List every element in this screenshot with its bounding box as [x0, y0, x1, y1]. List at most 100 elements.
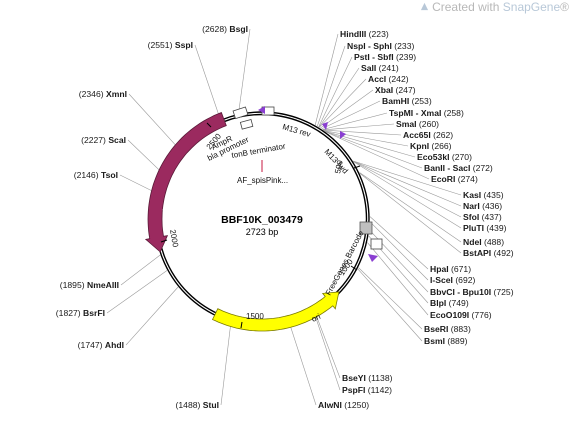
tick-label-1500: 1500 — [246, 312, 264, 321]
restriction-site-label[interactable]: BsmI (889) — [424, 336, 468, 346]
restriction-site-label[interactable]: AccI (242) — [368, 74, 409, 84]
restriction-site-label[interactable]: (2628) BsgI — [202, 24, 248, 34]
snapgene-logo-icon — [420, 2, 429, 11]
site-leader-line — [289, 323, 317, 406]
site-name: BstAPI — [463, 248, 491, 258]
site-position: (262) — [431, 130, 454, 140]
site-leader-line — [318, 78, 367, 128]
site-position: (776) — [469, 310, 492, 320]
site-leader-line — [320, 89, 374, 129]
ori-feature-arrow[interactable] — [211, 291, 340, 332]
site-name: I-SceI — [430, 275, 453, 285]
site-name: PluTI — [463, 223, 484, 233]
restriction-site-label[interactable]: BanII - SacI (272) — [424, 163, 493, 173]
site-leader-line — [353, 161, 462, 229]
restriction-site-label[interactable]: I-SceI (692) — [430, 275, 476, 285]
restriction-site-label[interactable]: BseRI (883) — [424, 324, 471, 334]
ori-label: ori — [310, 312, 322, 324]
site-leader-line — [314, 313, 341, 391]
restriction-site-label[interactable]: PstI - SbfI (239) — [354, 52, 416, 62]
plasmid-length: 2723 bp — [246, 227, 279, 237]
restriction-site-label[interactable]: (1895) NmeAIII — [60, 280, 119, 290]
site-name: BlpI — [430, 298, 446, 308]
site-position: (1138) — [366, 373, 393, 383]
site-name: BseRI — [424, 324, 448, 334]
site-name: SspI — [175, 40, 193, 50]
restriction-site-label[interactable]: HpaI (671) — [430, 264, 471, 274]
site-position: (274) — [455, 174, 478, 184]
site-name: HpaI — [430, 264, 449, 274]
site-leader-line — [106, 270, 168, 314]
site-position: (270) — [450, 152, 473, 162]
site-position: (725) — [491, 287, 514, 297]
restriction-site-label[interactable]: (2346) XmnI — [79, 89, 127, 99]
site-position: (1747) — [78, 340, 105, 350]
site-leader-line — [369, 221, 429, 281]
site-position: (749) — [446, 298, 469, 308]
restriction-site-label[interactable]: KpnI (266) — [410, 141, 452, 151]
restriction-site-label[interactable]: HindIII (223) — [340, 29, 389, 39]
site-position: (233) — [392, 41, 415, 51]
restriction-site-label[interactable]: (2227) ScaI — [81, 135, 126, 145]
site-position: (889) — [445, 336, 468, 346]
restriction-site-label[interactable]: NdeI (488) — [463, 237, 504, 247]
restriction-site-label[interactable]: PspFI (1142) — [342, 385, 392, 395]
restriction-site-label[interactable]: XbaI (247) — [375, 85, 416, 95]
site-position: (223) — [366, 29, 389, 39]
restriction-site-label[interactable]: (2146) TsoI — [74, 170, 118, 180]
bla-promoter-box[interactable] — [232, 106, 249, 120]
restriction-site-label[interactable]: SalI (241) — [361, 63, 399, 73]
site-leader-line — [353, 160, 462, 196]
site-leader-line — [324, 130, 409, 147]
site-position: (266) — [429, 141, 452, 151]
site-leader-line — [125, 286, 179, 346]
restriction-site-label[interactable]: Acc65I (262) — [403, 130, 453, 140]
primer-marker-top[interactable] — [258, 106, 265, 114]
site-leader-line — [359, 173, 462, 254]
site-position: (258) — [441, 108, 464, 118]
restriction-site-label[interactable]: EcoRI (274) — [431, 174, 478, 184]
barcode-adjacent-box[interactable] — [370, 238, 383, 250]
restriction-site-label[interactable]: BseYI (1138) — [342, 373, 393, 383]
site-leader-line — [220, 322, 232, 406]
primer-marker-right[interactable] — [368, 254, 378, 262]
restriction-site-label[interactable]: BlpI (749) — [430, 298, 469, 308]
freegenes-barcode-box[interactable] — [359, 221, 373, 235]
restriction-site-label[interactable]: SfoI (437) — [463, 212, 502, 222]
site-name: EcoO109I — [430, 310, 469, 320]
restriction-site-label[interactable]: (1747) AhdI — [78, 340, 124, 350]
site-leader-line — [128, 93, 180, 150]
restriction-site-label[interactable]: BstAPI (492) — [463, 248, 514, 258]
m13-fwd-primer-marker[interactable] — [340, 131, 346, 139]
site-position: (1488) — [176, 400, 203, 410]
site-position: (1142) — [365, 385, 392, 395]
site-leader-line — [322, 123, 395, 131]
restriction-site-label[interactable]: EcoO109I (776) — [430, 310, 492, 320]
restriction-site-label[interactable]: SmaI (260) — [396, 119, 439, 129]
restriction-site-label[interactable]: (1488) StuI — [176, 400, 219, 410]
bla-feature-arrow[interactable] — [144, 111, 227, 253]
site-name: AlwNI — [318, 400, 342, 410]
restriction-site-label[interactable]: BbvCI - Bpu10I (725) — [430, 287, 514, 297]
restriction-site-label[interactable]: AlwNI (1250) — [318, 400, 369, 410]
site-leader-line — [315, 312, 341, 379]
site-leader-line — [314, 33, 339, 126]
restriction-site-label[interactable]: NarI (436) — [463, 201, 502, 211]
site-leader-line — [359, 172, 462, 243]
site-position: (439) — [484, 223, 507, 233]
site-leader-line — [127, 139, 164, 175]
restriction-site-label[interactable]: (2551) SspI — [148, 40, 193, 50]
site-name: NmeAIII — [87, 280, 119, 290]
restriction-site-label[interactable]: TspMI - XmaI (258) — [389, 108, 464, 118]
restriction-site-label[interactable]: NspI - SphI (233) — [347, 41, 414, 51]
restriction-site-label[interactable]: BamHI (253) — [382, 96, 432, 106]
site-leader-line — [317, 45, 346, 127]
m13-rev-primer-marker[interactable] — [322, 122, 328, 130]
restriction-site-label[interactable]: (1827) BsrFI — [56, 308, 105, 318]
restriction-site-label[interactable]: Eco53kI (270) — [417, 152, 472, 162]
restriction-site-label[interactable]: KasI (435) — [463, 190, 504, 200]
ampr-promoter-box[interactable] — [239, 119, 254, 130]
restriction-site-label[interactable]: PluTI (439) — [463, 223, 507, 233]
